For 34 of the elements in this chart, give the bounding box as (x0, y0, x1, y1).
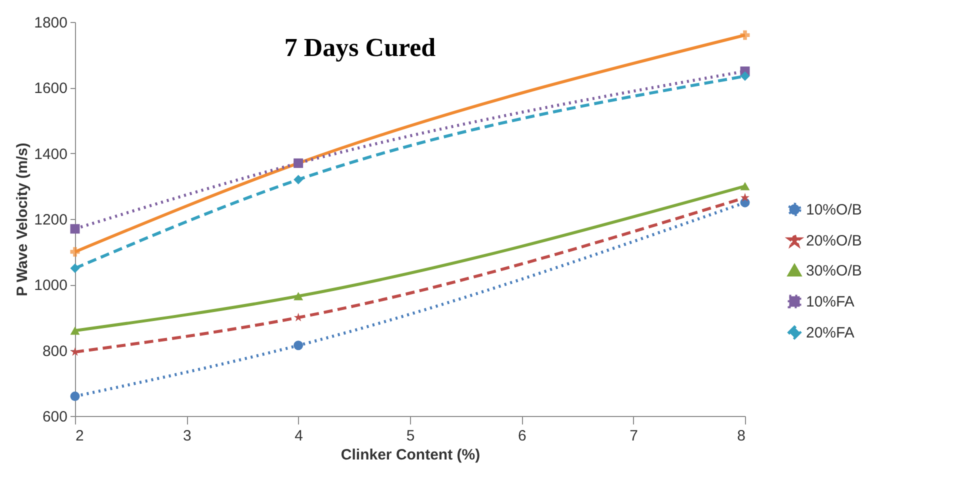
x-tick-label: 3 (182, 428, 192, 444)
legend-label: 30%O/B (806, 262, 862, 280)
x-tick-label: 7 (630, 428, 638, 444)
y-tick-label: 600 (42, 408, 68, 426)
legend-label: 10%O/B (806, 202, 862, 218)
point (294, 174, 304, 184)
point (740, 71, 750, 81)
y-tick-label: 1000 (34, 277, 68, 294)
x-tick-label: 2 (76, 428, 84, 444)
y-tick-label: 1600 (34, 80, 68, 98)
y-axis-title: P Wave Velocity (m/s) (14, 142, 32, 296)
legend-label: 10%FA (806, 294, 854, 310)
point (740, 182, 750, 190)
y-tick-label: 1400 (34, 146, 68, 163)
y-tick-label: 1200 (34, 212, 68, 228)
point (70, 392, 80, 402)
x-tick-label: 5 (406, 428, 415, 444)
point (294, 340, 304, 350)
chart-title: 7 Days Cured (284, 33, 436, 62)
point (740, 30, 750, 40)
x-axis-title: Clinker Content (%) (340, 446, 480, 464)
point (70, 264, 80, 273)
point (70, 326, 80, 335)
x-tick-label: 4 (294, 428, 304, 444)
point (294, 292, 304, 300)
point (740, 192, 750, 202)
point (70, 224, 80, 234)
point (70, 247, 80, 257)
y-tick-label: 1800 (34, 14, 68, 32)
legend-label: 20%FA (806, 324, 854, 342)
x-tick-label: 6 (518, 428, 526, 444)
x-tick-label: 8 (737, 428, 746, 444)
y-tick-label: 800 (42, 342, 68, 360)
legend-label: 20%O/B (806, 232, 862, 250)
